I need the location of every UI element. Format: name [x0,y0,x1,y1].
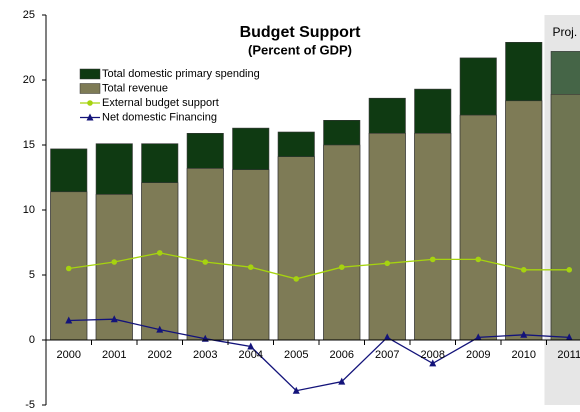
bar [414,133,452,341]
marker [65,265,72,272]
x-tick-label: 2004 [239,349,263,361]
bar [368,133,406,341]
marker [247,264,254,271]
legend-label: Total domestic primary spending [102,68,260,80]
x-tick-label: 2000 [57,349,81,361]
marker [65,316,73,324]
y-tick-label: -5 [25,399,35,411]
line [68,318,570,392]
bar [141,182,179,341]
bar [277,156,315,341]
marker [429,256,436,263]
bar [505,100,543,341]
marker [475,256,482,263]
marker [156,325,164,333]
bar [323,144,361,341]
y-tick-label: 25 [23,9,35,21]
legend-label: Net domestic Financing [102,111,217,123]
bar [550,94,580,341]
x-tick-label: 2010 [512,349,536,361]
legend-swatch [79,83,101,94]
marker [247,342,255,350]
chart-subtitle: (Percent of GDP) [248,42,352,57]
marker [566,267,573,273]
front-layer: Budget Support (Percent of GDP) Proj. -5 0… [23,9,580,411]
x-tick-label: 2003 [193,349,217,361]
bar [186,168,224,341]
legend-marker [86,113,94,121]
x-tick-label: 2006 [330,349,354,361]
marker [384,260,391,267]
x-tick-label: 2007 [375,349,399,361]
x-tick-label: 2001 [102,349,126,361]
marker [156,250,163,256]
projection-label: Proj. [553,25,578,39]
legend-swatch [79,68,101,80]
marks-layer [50,41,580,394]
x-tick-label: 2008 [421,349,445,361]
line [68,252,570,280]
marker [202,259,209,265]
marker [429,359,437,367]
marker [383,333,391,341]
x-tick-label: 2002 [148,349,172,361]
marker [520,330,528,338]
x-tick-label: 2005 [284,349,308,361]
y-tick-label: 0 [29,334,35,346]
legend-marker [87,100,93,106]
marker [338,264,345,271]
y-tick-label: 10 [23,204,35,216]
marker [474,333,482,341]
y-tick-label: 15 [23,139,35,151]
y-tick-label: 20 [23,74,35,86]
bar [459,114,497,341]
marker [565,333,573,341]
marker [111,259,118,265]
marker [292,386,300,394]
x-tick-label: 2011 [557,349,580,361]
y-tick-label: 5 [29,269,35,281]
marker [110,315,118,323]
marker [338,377,346,385]
marker [520,267,527,273]
chart-title: Budget Support [240,24,362,41]
legend-label: External budget support [102,97,219,109]
bar [232,169,270,341]
marker [293,276,300,282]
x-tick-label: 2009 [466,349,490,361]
legend-box [76,65,314,127]
legend-label: Total revenue [102,82,168,94]
